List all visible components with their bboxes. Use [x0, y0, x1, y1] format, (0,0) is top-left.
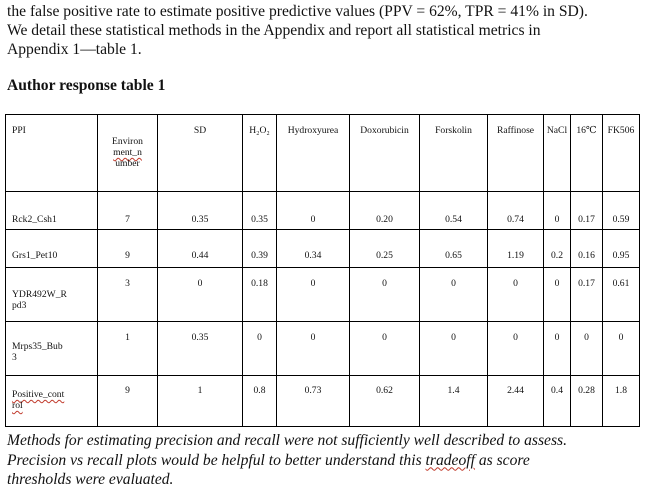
row-hydroxyurea-cell: 0.73 [276, 375, 350, 427]
row-fk506-cell: 1.8 [602, 375, 640, 427]
row-sd-cell: 0.35 [157, 321, 243, 376]
row-16c-cell: 0.16 [570, 229, 603, 268]
row-16c-cell: 0 [570, 321, 603, 376]
row-h2o2-cell: 0.8 [242, 375, 277, 427]
row-nacl-cell: 0.4 [543, 375, 571, 427]
row-raffinose-cell: 0 [487, 267, 544, 322]
header-env-line-2: ment_n [113, 147, 142, 158]
row-forskolin-cell: 0.65 [419, 229, 488, 268]
row-doxorubicin-cell: 0 [349, 267, 420, 322]
comment-line-2: Precision vs recall plots would be helpf… [7, 451, 652, 471]
header-doxorubicin: Doxorubicin [349, 114, 420, 192]
row-16c-cell: 0.17 [570, 191, 603, 230]
table-row: Rck2_Csh1 7 0.35 0.35 0 0.20 0.54 0.74 0… [5, 191, 640, 230]
row-hydroxyurea-cell: 0.34 [276, 229, 350, 268]
row-raffinose-cell: 0 [487, 321, 544, 376]
intro-line-2: We detail these statistical methods in t… [7, 22, 541, 39]
intro-line-3: Appendix 1—table 1. [7, 41, 142, 58]
row-h2o2-cell: 0.39 [242, 229, 277, 268]
row-env-cell: 9 [97, 375, 158, 427]
header-env-line-3: umber [115, 158, 140, 169]
row-sd-cell: 0.44 [157, 229, 243, 268]
row-nacl-cell: 0 [543, 267, 571, 322]
row-h2o2-cell: 0 [242, 321, 277, 376]
row-ppi-name: YDR492W_R [12, 289, 67, 300]
intro-line-1: the false positive rate to estimate posi… [7, 3, 588, 20]
row-nacl-cell: 0 [543, 321, 571, 376]
header-raffinose: Raffinose [487, 114, 544, 192]
header-environment-number: Environ ment_n umber [97, 114, 158, 192]
row-fk506-cell: 0 [602, 321, 640, 376]
table-row: Grs1_Pet10 9 0.44 0.39 0.34 0.25 0.65 1.… [5, 229, 640, 268]
row-16c-cell: 0.28 [570, 375, 603, 427]
row-raffinose-cell: 2.44 [487, 375, 544, 427]
row-ppi-name-cont: 3 [12, 352, 17, 363]
row-ppi-name: Grs1_Pet10 [12, 250, 58, 261]
row-h2o2-cell: 0.35 [242, 191, 277, 230]
row-ppi-name: Rck2_Csh1 [12, 214, 57, 225]
row-hydroxyurea-cell: 0 [276, 267, 350, 322]
row-fk506-cell: 0.59 [602, 191, 640, 230]
row-ppi-name: Mrps35_Bub [12, 341, 63, 352]
header-forskolin: Forskolin [419, 114, 488, 192]
table-row: Positive_cont rol 9 1 0.8 0.73 0.62 1.4 … [5, 375, 640, 427]
row-doxorubicin-cell: 0.20 [349, 191, 420, 230]
comment-line-1: Methods for estimating precision and rec… [7, 432, 568, 449]
row-ppi-name: Positive_cont [12, 389, 65, 400]
header-env-line-1: Environ [112, 136, 143, 147]
row-fk506-cell: 0.61 [602, 267, 640, 322]
header-ppi: PPI [5, 114, 98, 192]
row-ppi-cell: Mrps35_Bub 3 [5, 321, 98, 376]
row-env-cell: 1 [97, 321, 158, 376]
row-doxorubicin-cell: 0.25 [349, 229, 420, 268]
row-ppi-cell: YDR492W_R pd3 [5, 267, 98, 322]
comment-line-3: thresholds were evaluated. [7, 471, 174, 488]
row-16c-cell: 0.17 [570, 267, 603, 322]
table-row: Mrps35_Bub 3 1 0.35 0 0 0 0 0 0 0 0 [5, 321, 640, 376]
row-raffinose-cell: 0.74 [487, 191, 544, 230]
author-response-table: PPI Environ ment_n umber SD H₂O₂ Hydroxy… [5, 114, 640, 427]
row-h2o2-cell: 0.18 [242, 267, 277, 322]
header-sd: SD [157, 114, 243, 192]
row-env-cell: 9 [97, 229, 158, 268]
header-nacl: NaCl [543, 114, 571, 192]
row-doxorubicin-cell: 0.62 [349, 375, 420, 427]
row-forskolin-cell: 0 [419, 267, 488, 322]
row-raffinose-cell: 1.19 [487, 229, 544, 268]
comment-line-2-start: Precision vs recall plots would be helpf… [7, 451, 426, 469]
intro-paragraph: the false positive rate to estimate posi… [7, 2, 652, 59]
row-env-cell: 3 [97, 267, 158, 322]
row-forskolin-cell: 0 [419, 321, 488, 376]
row-ppi-cell: Positive_cont rol [5, 375, 98, 427]
header-16c: 16℃ [570, 114, 603, 192]
row-sd-cell: 1 [157, 375, 243, 427]
row-ppi-name-cont: pd3 [12, 300, 27, 311]
row-sd-cell: 0.35 [157, 191, 243, 230]
row-nacl-cell: 0.2 [543, 229, 571, 268]
header-hydroxyurea: Hydroxyurea [276, 114, 350, 192]
row-forskolin-cell: 1.4 [419, 375, 488, 427]
row-hydroxyurea-cell: 0 [276, 191, 350, 230]
header-h2o2: H₂O₂ [242, 114, 277, 192]
row-ppi-cell: Grs1_Pet10 [5, 229, 98, 268]
row-ppi-cell: Rck2_Csh1 [5, 191, 98, 230]
table-title: Author response table 1 [7, 77, 166, 94]
row-doxorubicin-cell: 0 [349, 321, 420, 376]
row-nacl-cell: 0 [543, 191, 571, 230]
row-forskolin-cell: 0.54 [419, 191, 488, 230]
table-row: YDR492W_R pd3 3 0 0.18 0 0 0 0 0 0.17 0.… [5, 267, 640, 322]
table-header-row: PPI Environ ment_n umber SD H₂O₂ Hydroxy… [5, 114, 640, 192]
reviewer-comment: Methods for estimating precision and rec… [7, 431, 652, 490]
header-fk506: FK506 [602, 114, 640, 192]
row-hydroxyurea-cell: 0 [276, 321, 350, 376]
row-ppi-name-cont: rol [12, 400, 23, 411]
comment-line-2-end: as score [474, 451, 530, 469]
row-fk506-cell: 0.95 [602, 229, 640, 268]
row-sd-cell: 0 [157, 267, 243, 322]
row-env-cell: 7 [97, 191, 158, 230]
comment-tradeoff-word: tradeoff [425, 451, 475, 469]
